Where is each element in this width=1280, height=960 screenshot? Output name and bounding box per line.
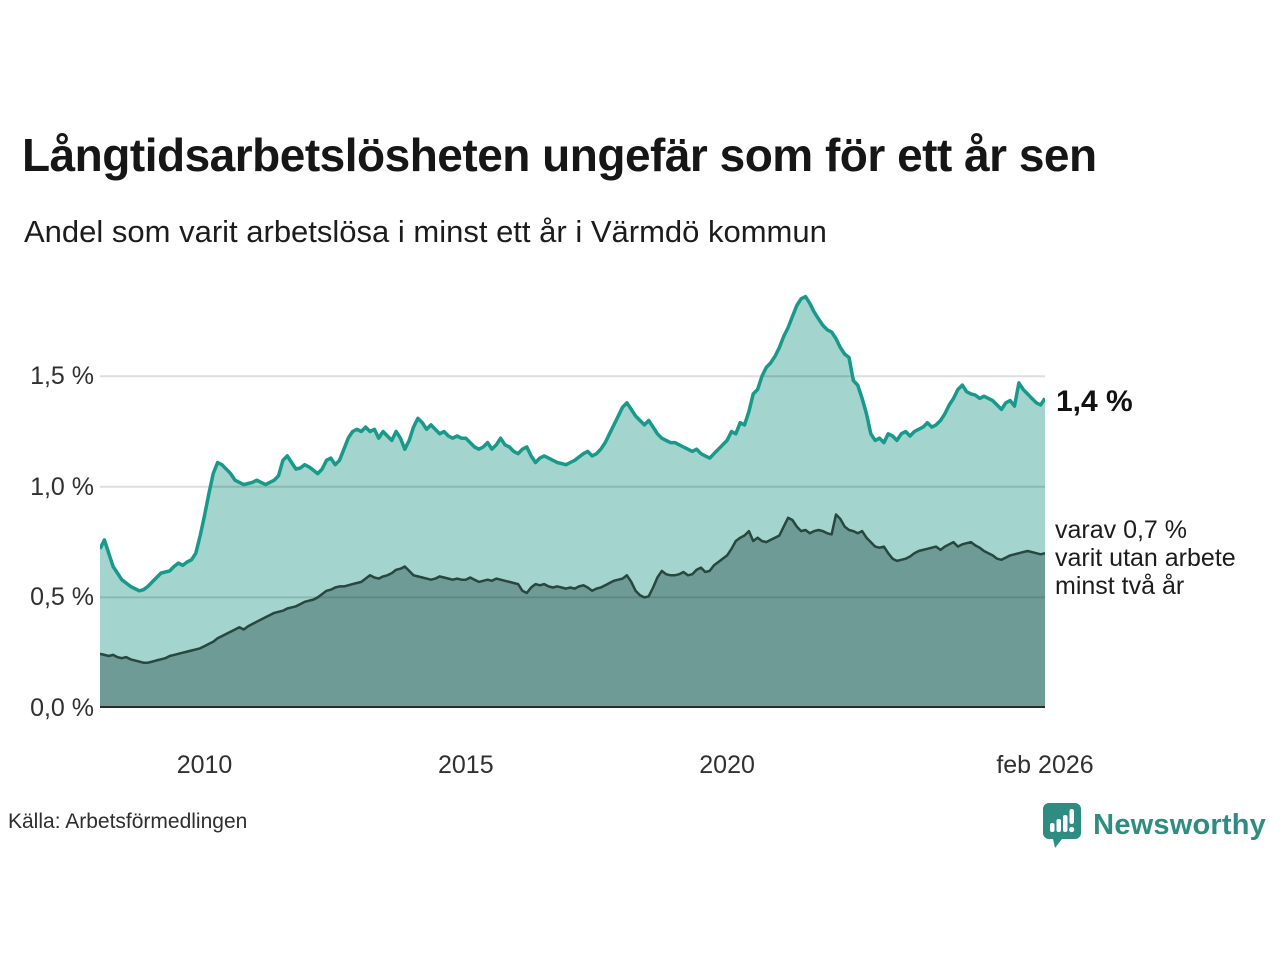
y-axis-label: 0,5 % [30,583,94,612]
end-note-label: varav 0,7 % varit utan arbete minst två … [1055,516,1236,600]
x-axis-label: feb 2026 [996,751,1094,779]
newsworthy-logo: Newsworthy [1041,800,1266,850]
plot-svg [100,294,1045,708]
end-note-line: varav 0,7 % [1055,516,1188,544]
end-note-line: varit utan arbete [1055,544,1236,572]
chart-area [100,290,1045,708]
area-fill [100,514,1045,708]
source-text: Källa: Arbetsförmedlingen [8,810,248,833]
x-axis-label: 2020 [699,751,755,779]
newsworthy-wordmark: Newsworthy [1093,808,1266,841]
page-subtitle: Andel som varit arbetslösa i minst ett å… [24,214,827,249]
series-line [100,294,1045,593]
x-axis-label: 2015 [437,751,494,779]
series-line [100,513,1045,664]
x-axis-label: 2010 [176,751,233,779]
y-axis-label: 0,0 % [30,694,94,722]
end-value-label: 1,4 % [1056,385,1133,418]
newsworthy-icon [1043,803,1082,848]
y-axis-label: 1,0 % [30,472,94,501]
page-title: Långtidsarbetslösheten ungefär som för e… [22,129,1097,181]
end-note-line: minst två år [1055,572,1185,600]
y-axis-label: 1,5 % [30,362,94,391]
